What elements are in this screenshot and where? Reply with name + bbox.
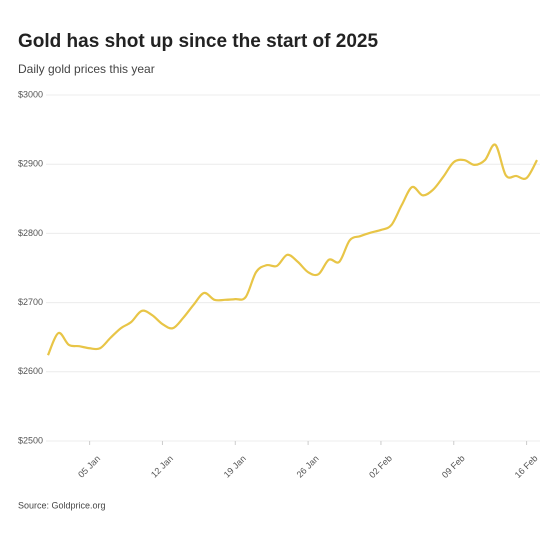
y-tick-label: $2600 [18, 366, 43, 376]
y-tick-label: $2500 [18, 435, 43, 445]
x-tick-label: 05 Jan [76, 453, 102, 479]
price-line [46, 143, 538, 356]
source: Source: Goldprice.org [18, 500, 106, 510]
x-tick-label: 12 Jan [149, 453, 175, 479]
y-tick-label: $2700 [18, 297, 43, 307]
y-tick-label: $3000 [18, 89, 43, 99]
chart-title: Gold has shot up since the start of 2025 [18, 31, 378, 52]
x-tick-label: 02 Feb [367, 453, 394, 480]
y-tick-label: $2800 [18, 228, 43, 238]
x-tick-label: 09 Feb [440, 453, 467, 480]
x-tick-label: 16 Feb [513, 453, 540, 480]
x-tick-label: 26 Jan [295, 453, 321, 479]
y-tick-label: $2900 [18, 159, 43, 169]
x-tick-label: 19 Jan [222, 453, 248, 479]
chart-subtitle: Daily gold prices this year [18, 62, 155, 76]
